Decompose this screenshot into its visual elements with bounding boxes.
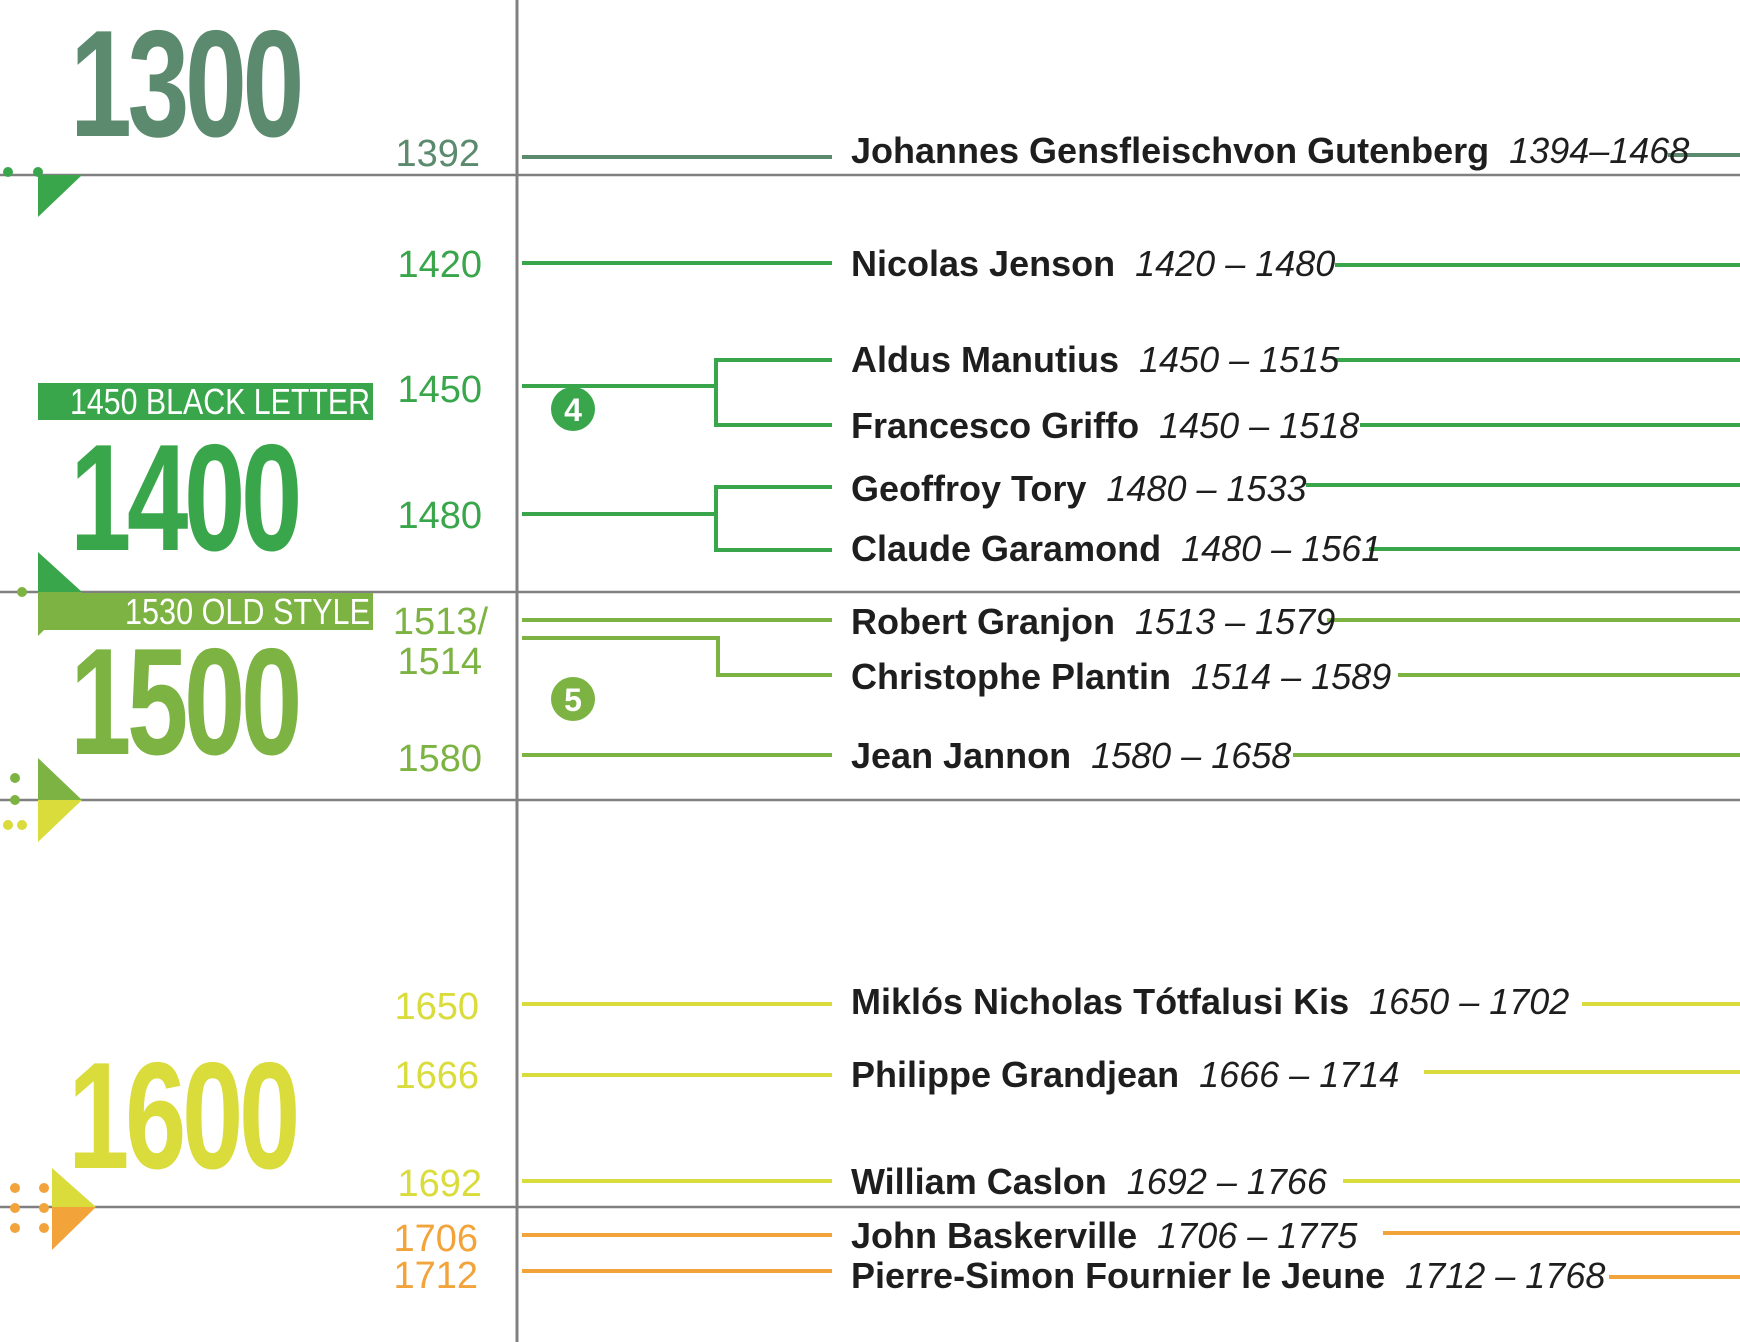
person-dates: 1480 – 1561 bbox=[1181, 528, 1381, 569]
person-name: Geoffroy Tory bbox=[851, 468, 1086, 509]
dot-marker bbox=[10, 1223, 20, 1233]
triangle-marker-1400 bbox=[38, 552, 82, 592]
person-labels: Johannes Gensfleischvon Gutenberg 1394–1… bbox=[851, 130, 1689, 1296]
badge-circle bbox=[551, 387, 595, 431]
person-name: Nicolas Jenson bbox=[851, 243, 1115, 284]
person-granjon: Robert Granjon 1513 – 1579 bbox=[851, 601, 1335, 642]
dot-marker bbox=[17, 820, 27, 830]
dot-marker bbox=[39, 1223, 49, 1233]
person-name: Christophe Plantin bbox=[851, 656, 1171, 697]
person-garamond: Claude Garamond 1480 – 1561 bbox=[851, 528, 1381, 569]
person-name: Aldus Manutius bbox=[851, 339, 1119, 380]
dot-marker bbox=[10, 1183, 20, 1193]
year-label: 1420 bbox=[397, 244, 482, 286]
person-dates: 1394–1468 bbox=[1509, 130, 1689, 171]
year-label: 1513/ bbox=[393, 601, 489, 643]
year-label: 1480 bbox=[397, 495, 482, 537]
century-label-1600: 1600 bbox=[68, 1031, 296, 1201]
badge-circle bbox=[551, 677, 595, 721]
person-dates: 1514 – 1589 bbox=[1191, 656, 1391, 697]
trailing-lines bbox=[1293, 153, 1740, 1279]
person-baskerville: John Baskerville 1706 – 1775 bbox=[851, 1215, 1358, 1256]
person-dates: 1480 – 1533 bbox=[1106, 468, 1306, 509]
style-label-bar-black-letter bbox=[38, 383, 373, 420]
century-label-1500: 1500 bbox=[70, 617, 298, 787]
person-jenson: Nicolas Jenson 1420 – 1480 bbox=[851, 243, 1335, 284]
person-gutenberg: Johannes Gensfleischvon Gutenberg 1394–1… bbox=[851, 130, 1689, 171]
person-dates: 1580 – 1658 bbox=[1091, 735, 1291, 776]
style-label-old-style: 1530 OLD STYLE bbox=[125, 591, 370, 632]
connector-lines bbox=[522, 155, 832, 1273]
badge-5: 5 bbox=[551, 677, 595, 721]
person-dates: 1450 – 1515 bbox=[1139, 339, 1340, 380]
triangle-marker-1700-top bbox=[52, 1207, 96, 1250]
person-jannon: Jean Jannon 1580 – 1658 bbox=[851, 735, 1291, 776]
dot-marker bbox=[10, 795, 20, 805]
year-label: 1692 bbox=[397, 1163, 482, 1205]
badge-number: 5 bbox=[564, 682, 582, 718]
person-kis: Miklós Nicholas Tótfalusi Kis 1650 – 170… bbox=[851, 981, 1569, 1022]
dot-marker bbox=[10, 1203, 20, 1213]
person-dates: 1450 – 1518 bbox=[1159, 405, 1359, 446]
year-label: 1650 bbox=[394, 986, 479, 1028]
divider-lines bbox=[0, 173, 1740, 1209]
style-label-bar-old-style bbox=[38, 593, 373, 630]
person-name: Claude Garamond bbox=[851, 528, 1161, 569]
century-label-1300: 1300 bbox=[70, 0, 300, 169]
person-name: Johannes Gensfleischvon Gutenberg bbox=[851, 130, 1489, 171]
style-label-black-letter: 1450 BLACK LETTER bbox=[70, 381, 370, 422]
year-label: 1580 bbox=[397, 738, 482, 780]
person-dates: 1706 – 1775 bbox=[1157, 1215, 1358, 1256]
person-name: Miklós Nicholas Tótfalusi Kis bbox=[851, 981, 1349, 1022]
century-labels: 1300 1400 1500 1600 bbox=[68, 0, 306, 1201]
century-markers bbox=[3, 167, 96, 1250]
dot-marker bbox=[17, 587, 27, 597]
triangle-marker-1300 bbox=[38, 175, 82, 217]
year-label: 1706 bbox=[393, 1218, 478, 1260]
dot-marker bbox=[39, 1203, 49, 1213]
triangle-marker-1600 bbox=[52, 1168, 96, 1207]
triangle-marker-1500-top bbox=[38, 592, 82, 636]
triangle-marker-1600-top bbox=[38, 800, 82, 842]
dot-marker bbox=[10, 773, 20, 783]
connector-plantin bbox=[522, 636, 832, 677]
person-dates: 1420 – 1480 bbox=[1135, 243, 1335, 284]
person-fournier: Pierre-Simon Fournier le Jeune 1712 – 17… bbox=[851, 1255, 1605, 1296]
person-name: Pierre-Simon Fournier le Jeune bbox=[851, 1255, 1385, 1296]
person-plantin: Christophe Plantin 1514 – 1589 bbox=[851, 656, 1391, 697]
badge-number: 4 bbox=[564, 392, 582, 428]
person-name: Francesco Griffo bbox=[851, 405, 1139, 446]
person-tory: Geoffroy Tory 1480 – 1533 bbox=[851, 468, 1307, 509]
year-labels: 1392 1420 1450 1480 1513/ 1514 1580 1650… bbox=[393, 133, 489, 1297]
year-label: 1514 bbox=[397, 641, 482, 683]
year-label: 1450 bbox=[397, 369, 482, 411]
person-name: William Caslon bbox=[851, 1161, 1107, 1202]
year-label: 1712 bbox=[393, 1255, 478, 1297]
year-label: 1666 bbox=[394, 1055, 479, 1097]
year-label: 1392 bbox=[395, 133, 480, 175]
person-name: John Baskerville bbox=[851, 1215, 1137, 1256]
person-manutius: Aldus Manutius 1450 – 1515 bbox=[851, 339, 1340, 380]
century-label-1400: 1400 bbox=[70, 413, 298, 583]
dot-marker bbox=[33, 167, 43, 177]
person-dates: 1692 – 1766 bbox=[1127, 1161, 1328, 1202]
person-dates: 1666 – 1714 bbox=[1199, 1054, 1399, 1095]
person-caslon: William Caslon 1692 – 1766 bbox=[851, 1161, 1328, 1202]
triangle-marker-1500 bbox=[38, 758, 82, 800]
person-dates: 1712 – 1768 bbox=[1405, 1255, 1605, 1296]
person-dates: 1650 – 1702 bbox=[1369, 981, 1569, 1022]
person-griffo: Francesco Griffo 1450 – 1518 bbox=[851, 405, 1359, 446]
person-name: Jean Jannon bbox=[851, 735, 1071, 776]
person-name: Robert Granjon bbox=[851, 601, 1115, 642]
badge-4: 4 bbox=[551, 387, 595, 431]
person-dates: 1513 – 1579 bbox=[1135, 601, 1335, 642]
dot-marker bbox=[39, 1183, 49, 1193]
dot-marker bbox=[3, 820, 13, 830]
person-name: Philippe Grandjean bbox=[851, 1054, 1179, 1095]
dot-marker bbox=[3, 167, 13, 177]
person-grandjean: Philippe Grandjean 1666 – 1714 bbox=[851, 1054, 1399, 1095]
